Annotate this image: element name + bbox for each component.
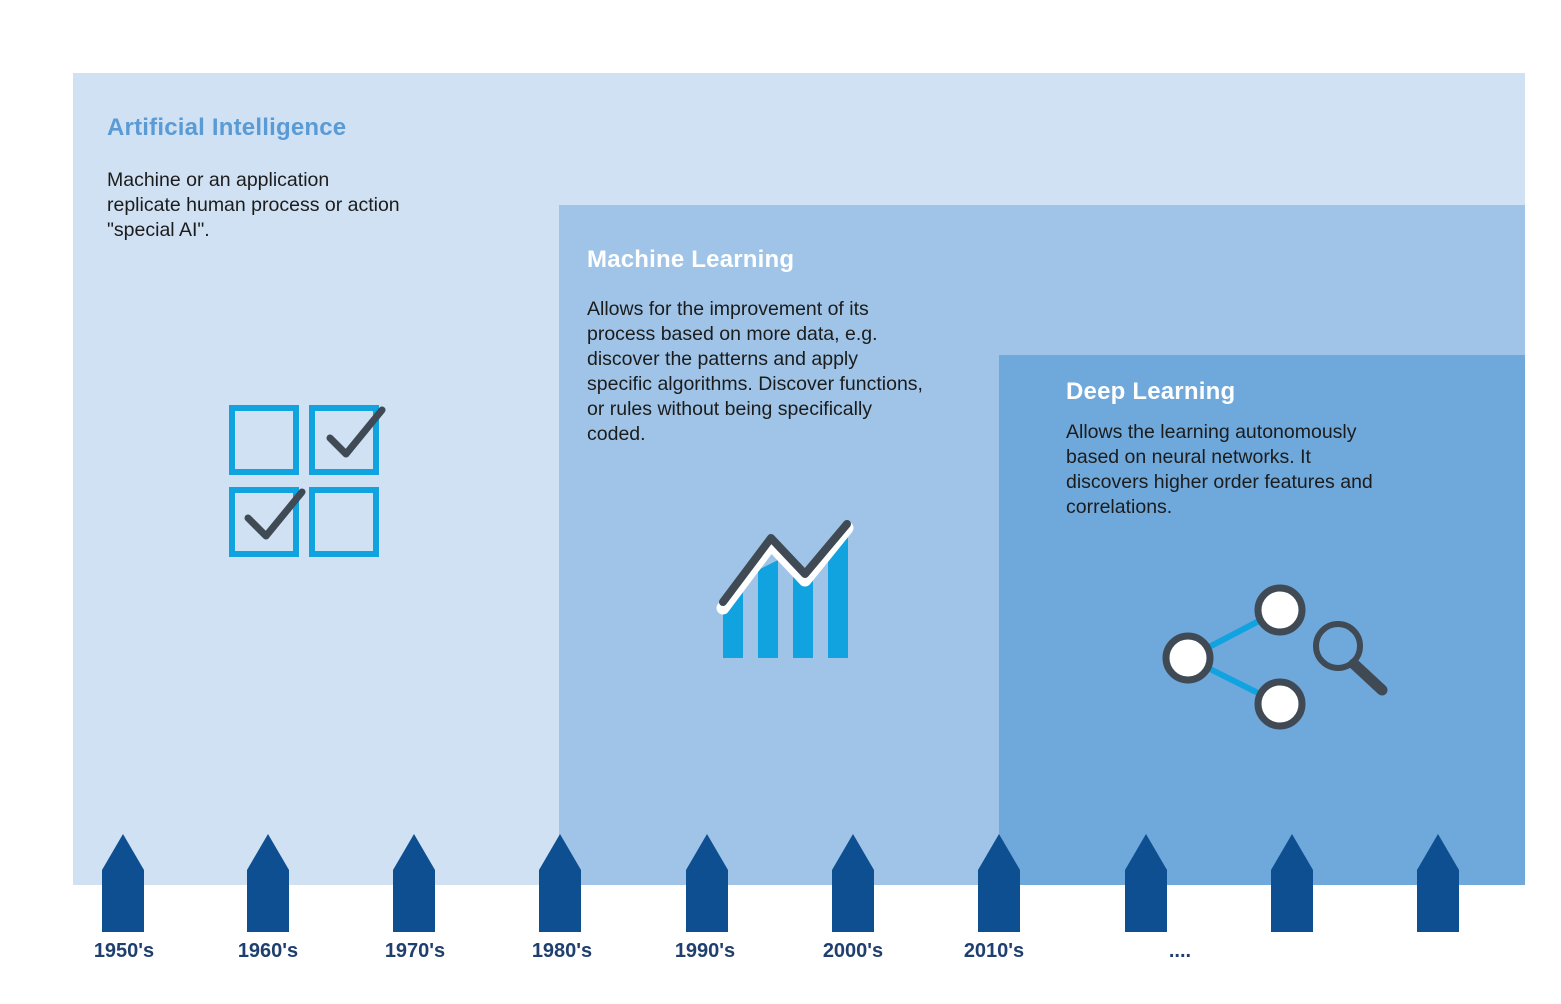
timeline-arrow-marker xyxy=(393,834,435,932)
dl-title: Deep Learning xyxy=(1066,378,1236,405)
timeline-arrow-marker xyxy=(102,834,144,932)
ai-description: Machine or an application replicate huma… xyxy=(107,169,400,241)
ml-description: Allows for the improvement of its proces… xyxy=(587,298,923,445)
dl-description: Allows the learning autonomously based o… xyxy=(1066,421,1373,518)
timeline-arrow-marker xyxy=(686,834,728,932)
timeline-arrow-marker xyxy=(978,834,1020,932)
timeline-arrow-marker xyxy=(539,834,581,932)
year-label-ellipsis: .... xyxy=(1168,940,1192,962)
timeline-arrow-marker xyxy=(247,834,289,932)
timeline-arrow-marker xyxy=(1271,834,1313,932)
year-label-1980s: 1980's xyxy=(531,940,593,962)
ml-title: Machine Learning xyxy=(587,246,795,273)
timeline-arrows xyxy=(102,834,1459,932)
timeline-arrow-marker xyxy=(1125,834,1167,932)
ai-title: Artificial Intelligence xyxy=(107,114,347,141)
year-label-1950s: 1950's xyxy=(93,940,155,962)
year-label-1960s: 1960's xyxy=(237,940,299,962)
checklist-icon xyxy=(229,405,386,557)
year-label-1970s: 1970's xyxy=(384,940,446,962)
year-label-2000s: 2000's xyxy=(822,940,884,962)
timeline-arrow-marker xyxy=(832,834,874,932)
growth-chart-icon xyxy=(716,520,854,658)
timeline-arrow-marker xyxy=(1417,834,1459,932)
network-search-icon xyxy=(1162,584,1388,730)
year-label-2010s: 2010's xyxy=(963,940,1025,962)
year-label-1990s: 1990's xyxy=(674,940,736,962)
